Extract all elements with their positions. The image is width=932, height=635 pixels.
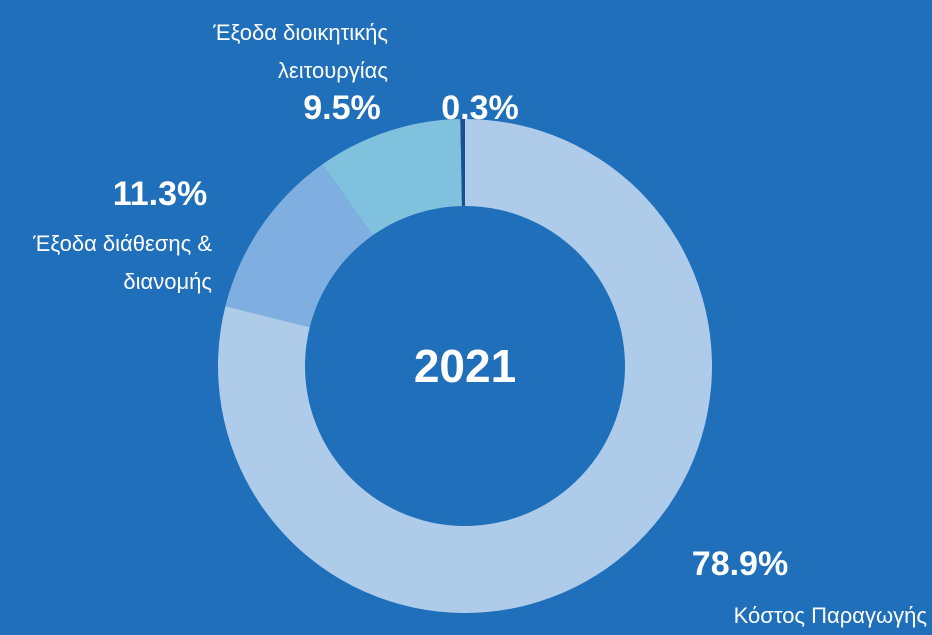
value-label: 11.3%	[113, 175, 208, 213]
value-label: 0.3%	[441, 89, 519, 127]
value-label: 9.5%	[303, 89, 381, 127]
donut-slice	[225, 164, 373, 328]
category-label: Κόστος Παραγωγής	[733, 603, 927, 628]
donut-slice	[218, 119, 712, 613]
donut-slice	[322, 119, 462, 236]
category-label: Έξοδα διάθεσης & διανομής	[33, 231, 212, 294]
category-label: Έξοδα διοικητικής λειτουργίας	[213, 20, 388, 83]
center-label: 2021	[414, 340, 516, 392]
value-label: 78.9%	[692, 545, 788, 583]
donut-slice	[460, 119, 465, 207]
